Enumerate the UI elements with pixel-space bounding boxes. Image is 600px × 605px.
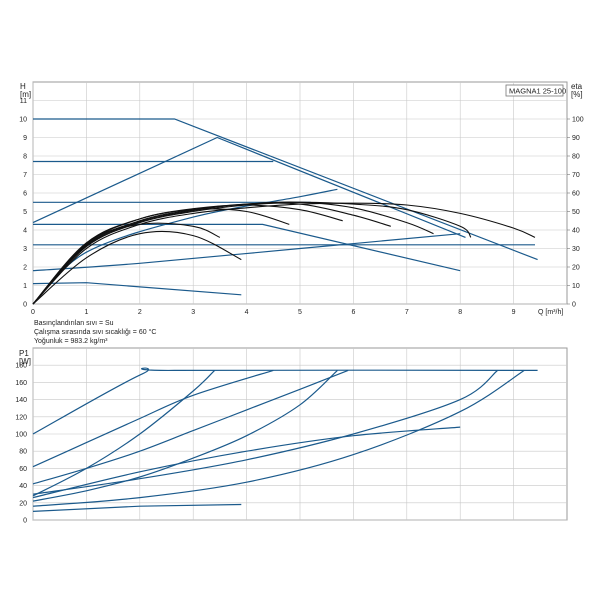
head-tick-label: 3 <box>23 246 27 253</box>
head-tick-label: 2 <box>23 265 27 272</box>
efficiency-curve <box>32 204 343 305</box>
head-grid <box>32 82 567 305</box>
flow-tick-label: 6 <box>351 309 355 316</box>
flow-tick-label: 5 <box>298 309 302 316</box>
power-panel: 0 20 40 60 80 100 120 140 160 180 P1 [W] <box>15 347 568 525</box>
power-tick-label: 60 <box>19 466 27 473</box>
eta-axis-symbol: eta <box>571 82 583 91</box>
power-grid <box>32 348 567 521</box>
efficiency-curve <box>32 202 536 305</box>
head-tick-label: 9 <box>23 135 27 142</box>
flow-tick-label: 7 <box>405 309 409 316</box>
head-curve <box>33 118 538 261</box>
power-curve <box>32 369 525 507</box>
flow-tick-labels: 0 1 2 3 4 5 6 7 8 9 <box>31 309 516 316</box>
eta-tick-label: 100 <box>572 117 584 124</box>
power-curve <box>32 369 498 495</box>
power-tick-label: 160 <box>15 380 27 387</box>
power-curve <box>32 503 242 512</box>
efficiency-curve <box>32 230 242 305</box>
power-curve <box>32 369 349 485</box>
head-curve <box>32 136 466 238</box>
head-tick-label: 8 <box>23 154 27 161</box>
flow-axis-unit: Q [m³/h] <box>538 309 563 316</box>
flow-tick-label: 4 <box>245 309 249 316</box>
efficiency-curve <box>32 222 221 305</box>
head-series-group <box>32 118 538 305</box>
eta-tick-label: 90 <box>572 135 580 142</box>
head-curve <box>32 188 338 305</box>
flow-tick-label: 9 <box>512 309 516 316</box>
note-fluid: Basınçlandırılan sıvı = Su <box>34 320 114 327</box>
head-tick-label: 0 <box>23 302 27 309</box>
power-tick-label: 20 <box>19 500 27 507</box>
flow-tick-label: 0 <box>31 309 35 316</box>
eta-tick-label: 80 <box>572 154 580 161</box>
power-curve <box>32 367 538 435</box>
model-label: MAGNA1 25-100 <box>509 87 566 96</box>
eta-tick-label: 60 <box>572 191 580 198</box>
flow-tick-label: 2 <box>138 309 142 316</box>
power-axis-symbol: P1 <box>19 349 29 358</box>
head-tick-label: 11 <box>20 98 27 105</box>
power-tick-label: 40 <box>19 483 27 490</box>
flow-tick-label: 8 <box>458 309 462 316</box>
model-label-box <box>505 84 564 97</box>
head-panel: 0 1 2 3 4 5 6 7 8 9 10 11 0 10 20 30 40 50 60 70 80 90 100 0 1… <box>19 81 584 345</box>
power-curve <box>32 369 216 497</box>
note-temperature: Çalışma sırasında sıvı sıcaklığı = 60 °C <box>34 328 156 336</box>
power-tick-label: 120 <box>15 414 27 421</box>
power-axis-unit: [W] <box>19 357 31 366</box>
head-axis-symbol: H <box>20 82 26 91</box>
eta-tick-label: 10 <box>572 283 580 290</box>
power-tick-label: 140 <box>15 397 27 404</box>
head-tick-label: 10 <box>19 117 27 124</box>
eta-axis-unit: [%] <box>571 90 583 99</box>
head-tick-label: 7 <box>23 172 27 179</box>
head-curve <box>32 233 461 272</box>
power-tick-label: 100 <box>15 432 27 439</box>
head-curve <box>33 223 461 272</box>
power-tick-label: 80 <box>19 449 27 456</box>
head-tick-labels: 0 1 2 3 4 5 6 7 8 9 10 11 <box>19 98 27 309</box>
eta-tick-label: 30 <box>572 246 580 253</box>
power-curve <box>32 426 461 499</box>
eta-tick-label: 50 <box>572 209 580 216</box>
power-tick-labels: 0 20 40 60 80 100 120 140 160 180 <box>15 363 27 525</box>
head-axis-unit: [m] <box>20 90 31 99</box>
efficiency-tick-labels: 0 10 20 30 40 50 60 70 80 90 100 <box>567 117 584 309</box>
head-tick-label: 5 <box>23 209 27 216</box>
flow-tick-label: 3 <box>191 309 195 316</box>
power-tick-label: 180 <box>15 363 27 370</box>
power-curve <box>32 369 274 468</box>
note-density: Yoğunluk = 983.2 kg/m³ <box>34 338 108 345</box>
power-curve <box>32 369 338 502</box>
flow-tick-label: 1 <box>84 309 88 316</box>
eta-tick-label: 70 <box>572 172 580 179</box>
head-tick-label: 6 <box>23 191 27 198</box>
head-tick-label: 1 <box>23 283 27 290</box>
head-tick-label: 4 <box>23 228 27 235</box>
power-tick-label: 0 <box>23 518 27 525</box>
power-series-group <box>32 367 538 512</box>
eta-tick-label: 20 <box>572 265 580 272</box>
eta-tick-label: 40 <box>572 228 580 235</box>
eta-tick-label: 0 <box>572 302 576 309</box>
head-curve <box>32 282 242 296</box>
